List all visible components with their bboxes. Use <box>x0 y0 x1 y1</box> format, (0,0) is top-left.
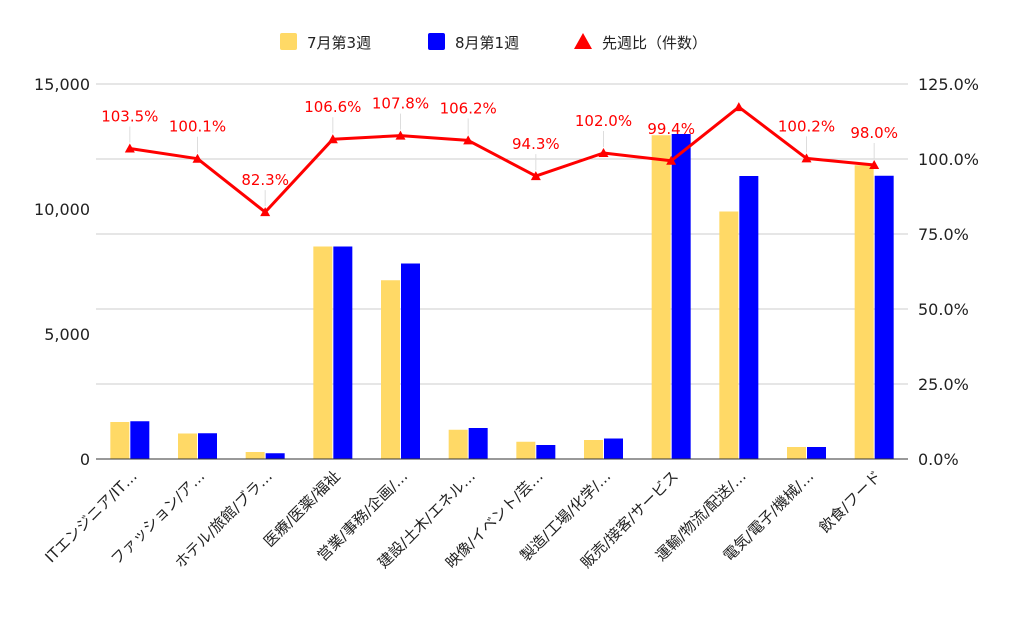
left-tick-label: 15,000 <box>34 75 90 94</box>
ratio-data-label: 106.6% <box>304 98 361 116</box>
bar-aug-week1 <box>671 134 691 459</box>
gridlines <box>96 83 908 460</box>
ratio-line <box>124 102 880 217</box>
ratio-marker <box>124 143 135 153</box>
data-labels: 103.5% 100.1% 82.3% 106.6% 107.8% 106.2% 94.3%… <box>101 95 898 207</box>
bar-jul-week3 <box>110 422 130 459</box>
ratio-data-label: 102.0% <box>575 112 632 130</box>
left-tick-label: 0 <box>80 450 90 469</box>
legend-marker <box>574 33 592 49</box>
bar-jul-week3 <box>854 165 874 459</box>
ratio-data-label: 103.5% <box>101 108 158 126</box>
ratio-marker <box>801 153 812 163</box>
legend-label: 先週比（件数） <box>602 34 707 52</box>
bars <box>96 134 908 460</box>
ratio-data-label: 98.0% <box>850 124 898 142</box>
legend-swatch <box>280 33 297 50</box>
bar-aug-week1 <box>604 438 623 459</box>
legend: 7月第3週 8月第1週 先週比（件数） <box>280 33 707 52</box>
category-label: 飲食/フード <box>816 467 885 536</box>
bar-aug-week1 <box>536 445 556 459</box>
ratio-marker <box>869 160 880 169</box>
right-tick-label: 0.0% <box>918 450 959 469</box>
ratio-marker <box>260 207 271 217</box>
ratio-marker <box>327 134 338 144</box>
ratio-data-label: 99.4% <box>647 120 695 138</box>
bar-aug-week1 <box>198 433 217 459</box>
ratio-data-label: 94.3% <box>512 135 560 153</box>
bar-jul-week3 <box>313 246 333 459</box>
bar-aug-week1 <box>333 246 353 459</box>
legend-label: 7月第3週 <box>307 34 371 52</box>
right-tick-label: 100.0% <box>918 150 979 169</box>
bar-aug-week1 <box>874 175 894 459</box>
bar-jul-week3 <box>787 447 806 459</box>
bar-aug-week1 <box>468 428 488 459</box>
ratio-marker <box>463 135 474 145</box>
bar-jul-week3 <box>584 440 603 459</box>
ratio-marker <box>598 148 609 157</box>
left-tick-label: 10,000 <box>34 200 90 219</box>
bar-jul-week3 <box>178 433 197 459</box>
bar-jul-week3 <box>651 135 671 459</box>
left-axis: 0 5,000 10,000 15,000 <box>34 75 90 469</box>
left-tick-label: 5,000 <box>44 325 90 344</box>
ratio-data-label: 106.2% <box>440 99 497 117</box>
legend-label: 8月第1週 <box>455 34 519 52</box>
bar-aug-week1 <box>130 421 150 459</box>
ratio-marker <box>666 155 677 165</box>
category-labels: ITエンジニア/IT…ファッション/ア…ホテル/旅館/ブラ…医療/医薬/福祉営業… <box>42 467 885 572</box>
bar-jul-week3 <box>245 452 265 459</box>
bar-aug-week1 <box>739 176 759 459</box>
ratio-marker <box>733 102 744 112</box>
right-tick-label: 75.0% <box>918 225 969 244</box>
ratio-data-label: 82.3% <box>241 171 289 189</box>
ratio-marker <box>530 171 541 181</box>
bar-jul-week3 <box>381 280 400 459</box>
bar-jul-week3 <box>448 429 468 459</box>
legend-swatch <box>428 33 445 50</box>
ratio-data-label: 100.2% <box>778 117 835 135</box>
ratio-marker <box>395 130 406 140</box>
bar-jul-week3 <box>516 441 536 459</box>
right-tick-label: 50.0% <box>918 300 969 319</box>
ratio-data-label: 107.8% <box>372 95 429 113</box>
ratio-data-label: 100.1% <box>169 118 226 136</box>
right-axis: 0.0% 25.0% 50.0% 75.0% 100.0% 125.0% <box>918 75 979 469</box>
right-tick-label: 25.0% <box>918 375 969 394</box>
ratio-line-path <box>129 105 875 214</box>
bar-aug-week1 <box>807 447 826 459</box>
right-tick-label: 125.0% <box>918 75 979 94</box>
bar-jul-week3 <box>719 211 739 459</box>
bar-aug-week1 <box>265 453 285 459</box>
ratio-marker <box>192 153 203 163</box>
bar-aug-week1 <box>401 263 420 459</box>
